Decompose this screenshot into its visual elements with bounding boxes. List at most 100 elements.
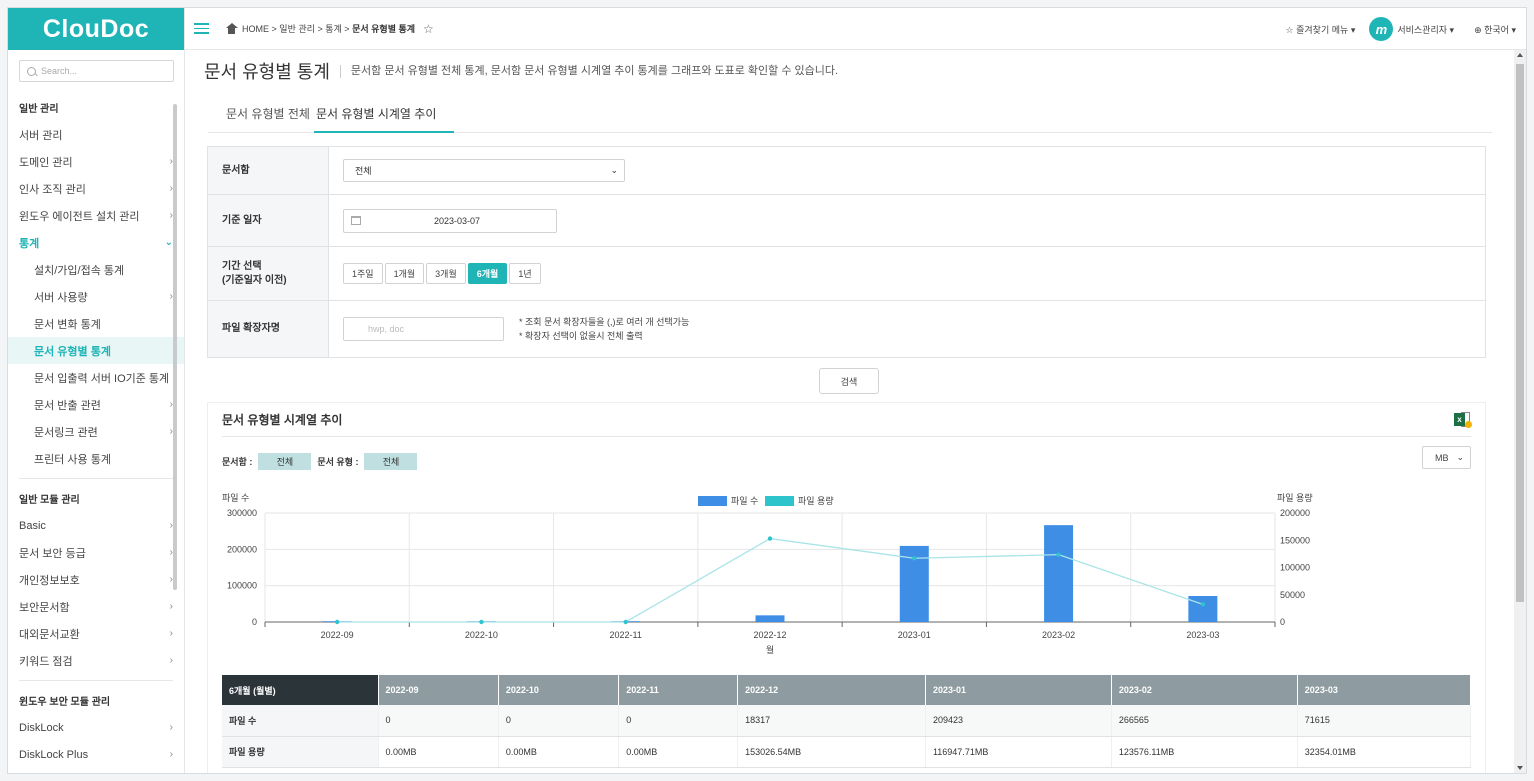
sidebar-item-label: 윈도우 에이전트 설치 관리 xyxy=(19,210,140,223)
form-row-folder: 문서함 전체 ⌄ xyxy=(208,147,1485,195)
form-row-extension: 파일 확장자명 hwp, doc * 조회 문서 확장자들을 (,)로 여러 개… xyxy=(208,301,1485,357)
unit-value: MB xyxy=(1435,452,1449,463)
point-file-size xyxy=(1056,552,1061,557)
globe-icon: ⊕ xyxy=(1474,24,1482,35)
point-file-size xyxy=(623,619,628,625)
sidebar-item-label: 통계 xyxy=(19,237,40,250)
sidebar-item-server[interactable]: 서버 관리 xyxy=(8,121,184,148)
sidebar-item-label: DiskLock Plus xyxy=(19,748,89,761)
table-header-row: 6개월 (월별) 2022-09 2022-10 2022-11 2022-12 2023… xyxy=(222,675,1472,705)
chevron-right-icon: › xyxy=(169,655,173,666)
tab-doctype-trend[interactable]: 문서 유형별 시계열 추이 xyxy=(313,97,455,133)
sidebar-item-keyword[interactable]: 키워드 점검 › xyxy=(8,647,184,674)
sidebar-item-label: 프린터 사용 통계 xyxy=(34,453,111,466)
period-1week-button[interactable]: 1주일 xyxy=(343,263,383,284)
unit-select[interactable]: MB ⌄ xyxy=(1422,446,1471,469)
sidebar-item-stats[interactable]: 통계 ⌄ xyxy=(8,229,184,256)
sidebar-item-org[interactable]: 인사 조직 관리 › xyxy=(8,175,184,202)
main-content: 문서 유형별 통계 문서함 문서 유형별 전체 통계, 문서함 문서 유형별 시… xyxy=(185,50,1514,773)
scroll-up-icon[interactable] xyxy=(1517,53,1523,57)
sidebar-item-exchange[interactable]: 대외문서교환 › xyxy=(8,620,184,647)
breadcrumb: HOME > 일반 관리 > 통계 > 문서 유형별 통계 ☆ xyxy=(225,22,434,36)
user-menu[interactable]: 서비스관리자 ▾ xyxy=(1397,24,1455,35)
sidebar-subitem-printer[interactable]: 프린터 사용 통계 xyxy=(8,445,184,472)
chevron-right-icon: › xyxy=(169,399,173,410)
sidebar-item-security-level[interactable]: 문서 보안 등급 › xyxy=(8,539,184,566)
table-row-label: 파일 수 xyxy=(222,705,379,737)
hamburger-menu-icon[interactable] xyxy=(194,23,209,34)
favorites-menu[interactable]: ☆ 즐겨찾기 메뉴 ▾ xyxy=(1285,24,1356,35)
sidebar-subitem-io[interactable]: 문서 입출력 서버 IO기준 통계 xyxy=(8,364,184,391)
legend-swatch-file-count xyxy=(698,496,727,506)
sidebar-item-privacy[interactable]: 개인정보보호 › xyxy=(8,566,184,593)
sidebar-subitem-export[interactable]: 문서 반출 관련 › xyxy=(8,391,184,418)
sidebar-item-disklock[interactable]: DiskLock › xyxy=(8,714,184,741)
chevron-down-icon: ⌄ xyxy=(1456,452,1464,462)
panel-title: 문서 유형별 시계열 추이 xyxy=(222,413,343,427)
table-header-month: 2023-03 xyxy=(1297,675,1472,705)
legend-label-file-count: 파일 수 xyxy=(731,496,758,506)
x-axis-label: 월 xyxy=(766,644,774,655)
sidebar-subitem-install[interactable]: 설치/가입/접속 통계 xyxy=(8,256,184,283)
y-tick-label: 200000 xyxy=(227,544,257,554)
nav-group-general: 일반 관리 xyxy=(19,104,59,115)
sidebar-subitem-link[interactable]: 문서링크 관련 › xyxy=(8,418,184,445)
sidebar-item-domain[interactable]: 도메인 관리 › xyxy=(8,148,184,175)
date-value: 2023-03-07 xyxy=(434,215,481,226)
search-button[interactable]: 검색 xyxy=(819,368,879,394)
period-1year-button[interactable]: 1년 xyxy=(509,263,541,284)
sidebar-subitem-doctype[interactable]: 문서 유형별 통계 xyxy=(8,337,184,364)
topbar: HOME > 일반 관리 > 통계 > 문서 유형별 통계 ☆ ☆ 즐겨찾기 메… xyxy=(185,8,1526,50)
sidebar-subitem-usage[interactable]: 서버 사용량 › xyxy=(8,283,184,310)
topbar-right: ☆ 즐겨찾기 메뉴 ▾ m 서비스관리자 ▾ ⊕ 한국어 ▾ xyxy=(1286,8,1516,50)
extension-input[interactable]: hwp, doc xyxy=(343,317,504,341)
app-window: ClouDoc Search... 일반 관리 서버 관리 도메인 관리 › 인사… xyxy=(7,7,1527,774)
tab-doctype-total[interactable]: 문서 유형별 전체 xyxy=(226,107,310,121)
breadcrumb-stats[interactable]: 통계 xyxy=(325,24,342,34)
y2-tick-label: 150000 xyxy=(1280,535,1310,545)
main-scrollbar[interactable] xyxy=(1514,50,1526,773)
date-input[interactable]: 2023-03-07 xyxy=(343,208,557,233)
language-menu[interactable]: ⊕ 한국어 ▾ xyxy=(1474,24,1516,35)
table-row: 파일 용량 0.00MB 0.00MB 0.00MB 153026.54MB 116947… xyxy=(222,736,1472,768)
scroll-down-icon[interactable] xyxy=(1517,766,1523,770)
search-input[interactable]: Search... xyxy=(19,60,174,82)
breadcrumb-separator: > xyxy=(317,23,323,34)
avatar[interactable]: m xyxy=(1369,17,1394,41)
period-6month-button[interactable]: 6개월 xyxy=(467,263,508,284)
logo[interactable]: ClouDoc xyxy=(8,8,184,50)
folder-select-value: 전체 xyxy=(355,166,372,176)
sidebar-item-label: 설치/가입/접속 통계 xyxy=(34,264,125,277)
sidebar-subitem-change[interactable]: 문서 변화 통계 xyxy=(8,310,184,337)
filter-type-label: 문서 유형 : xyxy=(317,457,359,467)
sidebar-item-disklock-plus[interactable]: DiskLock Plus › xyxy=(8,741,184,768)
user-name: 서비스관리자 xyxy=(1397,24,1448,35)
period-3month-button[interactable]: 3개월 xyxy=(426,263,466,284)
breadcrumb-general[interactable]: 일반 관리 xyxy=(279,24,315,34)
sidebar-item-secure-box[interactable]: 보안문서함 › xyxy=(8,593,184,620)
star-icon[interactable]: ☆ xyxy=(423,21,434,36)
breadcrumb-home[interactable]: HOME xyxy=(242,23,269,34)
period-1month-button[interactable]: 1개월 xyxy=(384,263,425,284)
sidebar-item-label: 문서 반출 관련 xyxy=(34,399,101,412)
table-cell: 0.00MB xyxy=(498,736,620,768)
sidebar-item-agent[interactable]: 윈도우 에이전트 설치 관리 › xyxy=(8,202,184,229)
sidebar-item-label: 개인정보보호 xyxy=(19,574,80,587)
y-tick-label: 100000 xyxy=(227,581,257,591)
sidebar-scrollbar[interactable] xyxy=(173,104,177,590)
table-header-month: 2022-12 xyxy=(737,675,926,705)
panel-header: 문서 유형별 시계열 추이 x xyxy=(222,403,1472,437)
extension-note-1: * 조회 문서 확장자들을 (,)로 여러 개 선택가능 xyxy=(519,317,690,327)
table-header-month: 2022-11 xyxy=(618,675,739,705)
folder-select[interactable]: 전체 ⌄ xyxy=(343,159,625,182)
breadcrumb-current: 문서 유형별 통계 xyxy=(352,24,416,34)
sidebar-item-basic[interactable]: Basic › xyxy=(8,512,184,539)
sidebar-item-label: 서버 관리 xyxy=(19,129,63,142)
scroll-thumb[interactable] xyxy=(1516,64,1524,602)
excel-download-icon[interactable]: x xyxy=(1454,411,1472,428)
y2-tick-label: 100000 xyxy=(1280,563,1310,573)
home-icon[interactable] xyxy=(225,23,238,34)
chevron-right-icon: › xyxy=(169,210,173,221)
y-tick-label: 300000 xyxy=(227,508,257,518)
chevron-right-icon: › xyxy=(169,426,173,437)
